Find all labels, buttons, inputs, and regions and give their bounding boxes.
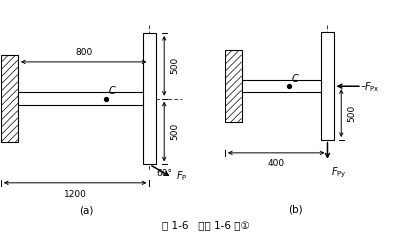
Bar xyxy=(225,50,242,122)
Text: 500: 500 xyxy=(170,57,179,75)
Text: (a): (a) xyxy=(79,206,94,216)
Bar xyxy=(321,32,334,140)
Text: (b): (b) xyxy=(288,204,303,214)
Text: 60°: 60° xyxy=(156,169,172,178)
Text: 500: 500 xyxy=(170,123,179,140)
Text: C: C xyxy=(291,74,298,84)
Bar xyxy=(242,80,328,92)
Bar xyxy=(1,55,18,142)
Text: $\mathit{F}_{\rm P}$: $\mathit{F}_{\rm P}$ xyxy=(176,169,187,183)
Bar xyxy=(18,93,150,105)
Text: 1200: 1200 xyxy=(64,190,87,199)
Text: $\mathit{F}_{\rm Px}$: $\mathit{F}_{\rm Px}$ xyxy=(364,81,380,94)
Text: 图 1-6   例题 1-6 图①: 图 1-6 例题 1-6 图① xyxy=(162,221,249,231)
Text: $\mathit{F}_{\rm Py}$: $\mathit{F}_{\rm Py}$ xyxy=(331,166,347,180)
Bar xyxy=(143,33,156,164)
Text: C: C xyxy=(109,86,115,96)
Text: 400: 400 xyxy=(268,159,285,168)
Text: 800: 800 xyxy=(75,48,92,57)
Text: 500: 500 xyxy=(347,104,356,122)
